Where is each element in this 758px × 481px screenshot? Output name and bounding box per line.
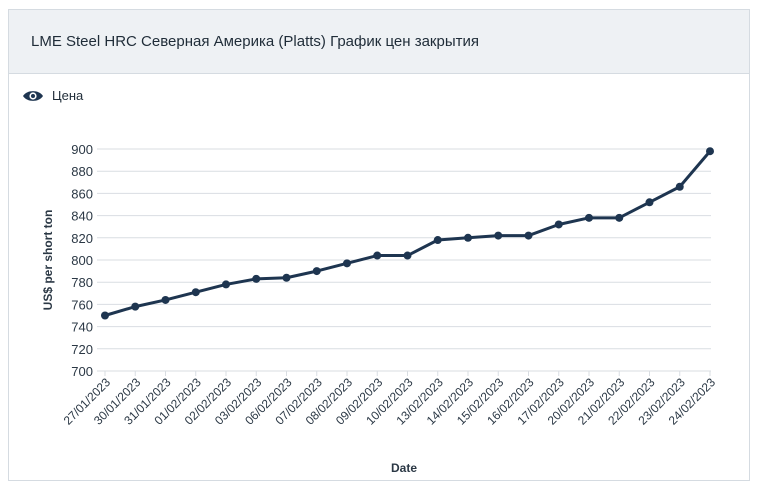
y-tick-label: 900 (71, 142, 93, 157)
data-point (675, 182, 684, 191)
data-point (615, 213, 624, 222)
data-point (585, 213, 593, 222)
data-point (554, 220, 563, 229)
y-tick-label: 860 (71, 186, 93, 201)
data-point (494, 231, 503, 240)
data-point (222, 280, 230, 289)
data-point (282, 273, 291, 282)
y-tick-label: 840 (71, 209, 93, 224)
data-point (131, 302, 140, 311)
chart-title: LME Steel HRC Северная Америка (Platts) … (31, 33, 479, 50)
x-axis-title: Date (391, 461, 417, 475)
chart-panel: LME Steel HRC Северная Америка (Platts) … (8, 9, 750, 481)
data-point (373, 251, 382, 260)
data-point (312, 267, 321, 276)
data-point (191, 288, 200, 297)
data-point (343, 259, 351, 268)
data-point (645, 198, 654, 207)
y-tick-label: 720 (71, 342, 93, 357)
legend-item-price[interactable]: Цена (22, 88, 83, 103)
y-tick-label: 760 (71, 297, 93, 312)
y-tick-label: 800 (71, 253, 93, 268)
y-tick-label: 700 (71, 364, 93, 379)
data-point (101, 311, 109, 320)
y-tick-label: 820 (71, 231, 93, 246)
data-point (524, 231, 533, 240)
eye-icon (23, 90, 43, 101)
data-point (433, 236, 442, 245)
legend-label: Цена (52, 88, 84, 103)
data-point (706, 147, 714, 156)
data-point (252, 274, 261, 283)
y-tick-label: 740 (71, 320, 93, 335)
data-point (464, 233, 472, 242)
y-tick-label: 880 (71, 164, 93, 179)
data-point (403, 251, 412, 260)
chart-header: LME Steel HRC Северная Америка (Platts) … (9, 10, 749, 74)
y-tick-label: 780 (71, 275, 93, 290)
data-point (161, 295, 170, 304)
y-axis-title: US$ per short ton (41, 210, 55, 311)
